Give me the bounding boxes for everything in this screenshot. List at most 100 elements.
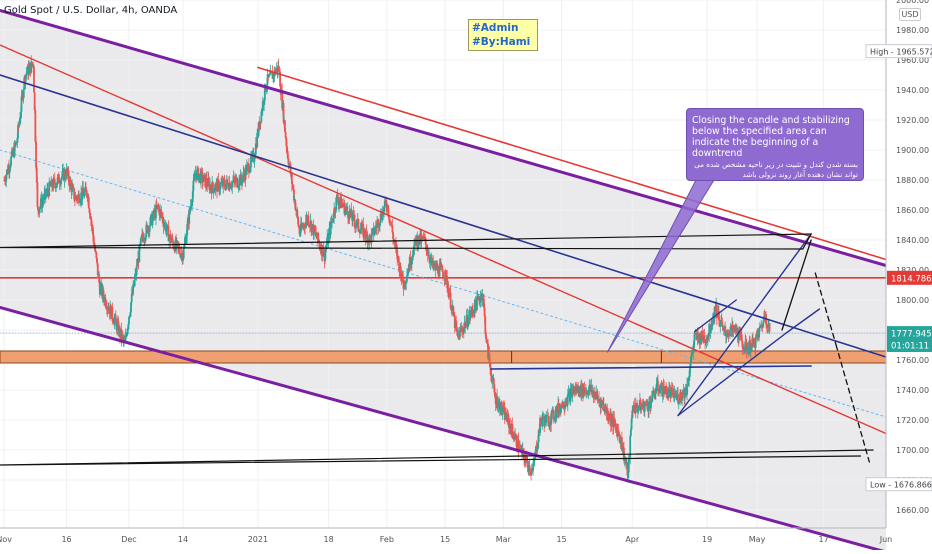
candle-body — [409, 256, 412, 266]
candle-body — [185, 235, 188, 244]
candle-body — [279, 71, 281, 87]
note-line-1: #Admin — [472, 22, 519, 34]
time-tick-label: 17 — [819, 535, 829, 544]
candle-body — [212, 187, 215, 193]
time-tick-label: 15 — [440, 535, 450, 544]
candle-body — [93, 243, 96, 246]
candle-body — [44, 189, 47, 196]
candle-body — [600, 400, 603, 402]
candle-body — [140, 235, 143, 239]
candle-body — [132, 284, 135, 295]
chart-title: Gold Spot / U.S. Dollar, 4h, OANDA — [4, 5, 178, 16]
candle-body — [672, 388, 675, 398]
candle-body — [246, 164, 249, 167]
candle-body — [38, 208, 41, 214]
countdown-label-box — [887, 338, 932, 352]
candle-body — [643, 405, 646, 412]
candle-body — [373, 232, 376, 236]
candle-body — [41, 201, 44, 208]
candle-body — [207, 178, 209, 187]
candle-body — [322, 255, 324, 257]
candle-body — [553, 418, 555, 420]
currency-label[interactable]: USD — [899, 8, 921, 21]
candle-body — [214, 189, 216, 191]
candle-body — [630, 418, 633, 430]
candle-body — [125, 335, 128, 337]
candle-body — [511, 423, 514, 432]
candle-body — [501, 411, 504, 413]
candle-body — [624, 458, 627, 462]
candle-body — [263, 84, 266, 101]
time-tick-label: 16 — [61, 535, 71, 544]
candle-body — [24, 74, 27, 82]
candle-body — [428, 255, 431, 260]
candle-body — [456, 329, 459, 336]
low-label: Low - 1676.866 — [870, 481, 932, 490]
candle-body — [741, 341, 744, 348]
candle-body — [91, 224, 94, 228]
author-note: #Admin #By:Hami — [468, 19, 538, 51]
candle-body — [35, 167, 38, 183]
candle-body — [483, 298, 485, 308]
candle-body — [182, 248, 185, 259]
candle-body — [178, 247, 181, 253]
candle-body — [268, 74, 271, 76]
candle-body — [177, 246, 180, 248]
candle-body — [441, 266, 444, 272]
candle-body — [114, 315, 117, 322]
candle-body — [455, 327, 458, 330]
candle-body — [365, 230, 367, 239]
candle-body — [559, 405, 562, 413]
candle-body — [315, 232, 318, 237]
candle-body — [674, 393, 677, 396]
candle-body — [736, 327, 739, 338]
candle-body — [684, 387, 687, 394]
candle-body — [614, 423, 617, 428]
candle-body — [145, 224, 148, 237]
candle-body — [331, 219, 333, 223]
candle-body — [128, 315, 131, 318]
candle-body — [5, 174, 8, 182]
candle-body — [413, 238, 416, 247]
candle-body — [105, 305, 107, 308]
candle-body — [107, 307, 110, 310]
candle-body — [631, 410, 634, 419]
candle-body — [542, 415, 545, 420]
candle-body — [23, 77, 26, 91]
candle-body — [347, 211, 349, 218]
candle-body — [92, 235, 95, 244]
candle-body — [171, 238, 174, 242]
candle-body — [407, 268, 410, 273]
price-tick-label: 1900.00 — [896, 146, 929, 155]
channel-upper-line — [0, 9, 888, 267]
candle-body — [237, 186, 240, 187]
candle-body — [745, 341, 747, 343]
candle-body — [590, 385, 593, 393]
candle-body — [164, 223, 167, 232]
candle-body — [519, 447, 522, 449]
candle-body — [706, 339, 709, 341]
candle-body — [491, 379, 494, 382]
candle-body — [677, 393, 679, 404]
candle-body — [141, 233, 144, 238]
candle-body — [412, 254, 415, 258]
candle-body — [121, 334, 124, 338]
candle-body — [74, 196, 77, 201]
candle-body — [338, 201, 341, 203]
candle-body — [88, 208, 91, 213]
price-tick-label: 1840.00 — [896, 236, 929, 245]
candle-body — [573, 386, 576, 393]
candle-body — [482, 295, 485, 299]
candle-body — [351, 212, 354, 221]
candle-body — [720, 319, 723, 323]
candle-body — [143, 239, 146, 241]
dotted-trend-line — [0, 149, 887, 418]
candle-body — [710, 325, 713, 331]
candle-body — [444, 277, 446, 279]
price-tick-label: 1660.00 — [896, 506, 929, 515]
candle-body — [229, 182, 232, 189]
candle-body — [146, 224, 148, 226]
candle-body — [709, 330, 712, 333]
